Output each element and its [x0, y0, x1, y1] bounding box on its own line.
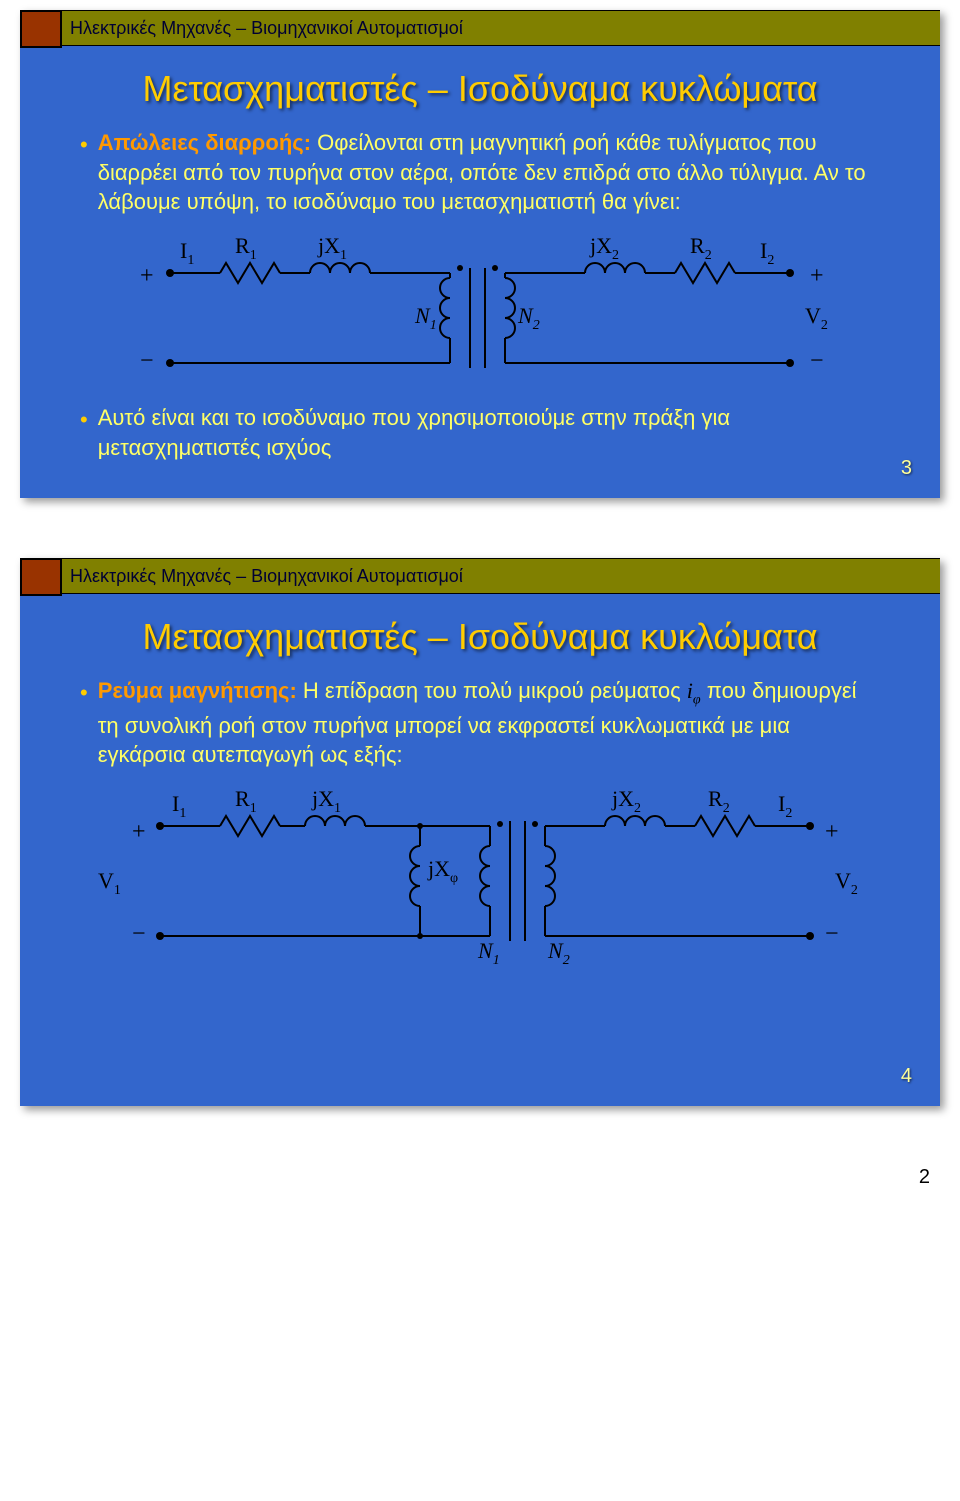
svg-text:N1: N1	[477, 938, 500, 968]
svg-text:N2: N2	[517, 303, 540, 333]
svg-text:+: +	[132, 819, 146, 845]
slide-title: Μετασχηματιστές – Ισοδύναμα κυκλώματα	[60, 68, 900, 110]
svg-text:−: −	[132, 921, 146, 947]
document-page-number: 2	[0, 1166, 930, 1189]
svg-text:+: +	[825, 819, 839, 845]
header-accent-box	[20, 10, 62, 48]
bullet-text: Απώλειες διαρροής: Οφείλονται στη μαγνητ…	[98, 128, 880, 217]
svg-text:−: −	[140, 348, 154, 374]
content: • Ρεύμα μαγνήτισης: Η επίδραση του πολύ …	[20, 676, 940, 976]
svg-text:V1: V1	[98, 868, 121, 898]
svg-text:V2: V2	[835, 868, 858, 898]
slide-4: Ηλεκτρικές Μηχανές – Βιομηχανικοί Αυτομα…	[20, 558, 940, 1106]
slide-3: Ηλεκτρικές Μηχανές – Βιομηχανικοί Αυτομα…	[20, 10, 940, 498]
bullet-text: Αυτό είναι και το ισοδύναμο που χρησιμοπ…	[98, 403, 880, 462]
svg-text:I1: I1	[172, 791, 186, 821]
svg-text:jXφ: jXφ	[427, 856, 458, 886]
bullet-text: Ρεύμα μαγνήτισης: Η επίδραση του πολύ μι…	[98, 676, 880, 770]
bullet-1: • Ρεύμα μαγνήτισης: Η επίδραση του πολύ …	[80, 676, 880, 770]
svg-text:I2: I2	[778, 791, 792, 821]
svg-text:−: −	[810, 348, 824, 374]
svg-text:jX1: jX1	[311, 786, 341, 816]
bullet-marker: •	[80, 405, 88, 462]
header-accent-box	[20, 558, 62, 596]
svg-text:N1: N1	[414, 303, 437, 333]
svg-text:I2: I2	[760, 238, 774, 268]
svg-text:R2: R2	[708, 786, 730, 816]
page-number: 3	[901, 457, 912, 480]
svg-text:N2: N2	[547, 938, 570, 968]
bullet-label: Ρεύμα μαγνήτισης:	[98, 678, 297, 703]
slide-header: Ηλεκτρικές Μηχανές – Βιομηχανικοί Αυτομα…	[20, 558, 940, 596]
slide-body: Ηλεκτρικές Μηχανές – Βιομηχανικοί Αυτομα…	[20, 558, 940, 1106]
bullet-1: • Απώλειες διαρροής: Οφείλονται στη μαγν…	[80, 128, 880, 217]
header-bar: Ηλεκτρικές Μηχανές – Βιομηχανικοί Αυτομα…	[62, 558, 940, 594]
circuit-diagram-2: I1 R1 jX1 jXφ jX2 R2 I2 + + − − V1 N1 N2…	[90, 776, 870, 976]
header-bar: Ηλεκτρικές Μηχανές – Βιομηχανικοί Αυτομα…	[62, 10, 940, 46]
page-number: 4	[901, 1065, 912, 1088]
svg-text:+: +	[810, 263, 824, 289]
slide-header: Ηλεκτρικές Μηχανές – Βιομηχανικοί Αυτομα…	[20, 10, 940, 48]
svg-text:jX2: jX2	[611, 786, 641, 816]
svg-text:−: −	[825, 921, 839, 947]
svg-text:R1: R1	[235, 786, 257, 816]
bullet-marker: •	[80, 130, 88, 217]
circuit-diagram-1: I1 R1 jX1 jX2 R2 I2 + + − − N1 N2 V2	[110, 223, 850, 393]
i-phi: iφ	[687, 678, 701, 703]
header-text: Ηλεκτρικές Μηχανές – Βιομηχανικοί Αυτομα…	[70, 566, 463, 587]
slide-body: Ηλεκτρικές Μηχανές – Βιομηχανικοί Αυτομα…	[20, 10, 940, 498]
content: • Απώλειες διαρροής: Οφείλονται στη μαγν…	[20, 128, 940, 462]
bullet-marker: •	[80, 678, 88, 770]
header-text: Ηλεκτρικές Μηχανές – Βιομηχανικοί Αυτομα…	[70, 18, 463, 39]
svg-text:V2: V2	[805, 303, 828, 333]
svg-text:+: +	[140, 263, 154, 289]
svg-text:I1: I1	[180, 238, 194, 268]
bullet-2: • Αυτό είναι και το ισοδύναμο που χρησιμ…	[80, 403, 880, 462]
svg-text:R2: R2	[690, 233, 712, 263]
bullet-label: Απώλειες διαρροής:	[98, 130, 311, 155]
bullet-body-a: Η επίδραση του πολύ μικρού ρεύματος	[297, 678, 687, 703]
slide-title: Μετασχηματιστές – Ισοδύναμα κυκλώματα	[60, 616, 900, 658]
svg-text:jX1: jX1	[317, 233, 347, 263]
svg-text:R1: R1	[235, 233, 257, 263]
svg-text:jX2: jX2	[589, 233, 619, 263]
